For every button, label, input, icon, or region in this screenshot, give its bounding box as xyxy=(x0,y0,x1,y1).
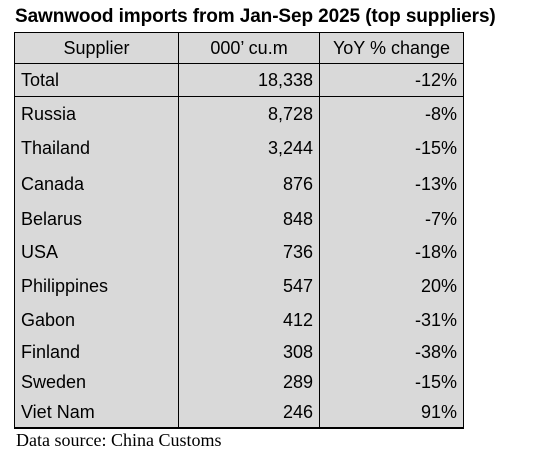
table-row: Finland 308 -38% xyxy=(14,337,464,367)
supplier-rows: Russia 8,728 -8% Thailand 3,244 -15% Canada 876… xyxy=(14,96,464,429)
yoy-change-cell: -38% xyxy=(319,337,464,367)
yoy-change-cell: -8% xyxy=(319,96,464,131)
table-row: Viet Nam 246 91% xyxy=(14,397,464,429)
yoy-change-cell: 20% xyxy=(319,269,464,303)
supplier-cell: Sweden xyxy=(14,367,179,397)
supplier-cell: Finland xyxy=(14,337,179,367)
yoy-change-cell: -18% xyxy=(319,235,464,269)
table-row: Philippines 547 20% xyxy=(14,269,464,303)
table-row: Russia 8,728 -8% xyxy=(14,96,464,131)
volume-cell: 3,244 xyxy=(178,131,320,165)
yoy-change-cell: 91% xyxy=(319,397,464,429)
supplier-cell: Belarus xyxy=(14,203,179,235)
volume-cell: 8,728 xyxy=(178,96,320,131)
supplier-cell: Gabon xyxy=(14,303,179,337)
table-row: Gabon 412 -31% xyxy=(14,303,464,337)
column-header-supplier: Supplier xyxy=(14,32,179,64)
data-source-note: Data source: China Customs xyxy=(16,430,222,450)
total-volume: 18,338 xyxy=(178,63,320,97)
column-header-volume: 000’ cu.m xyxy=(178,32,320,64)
table-row: Thailand 3,244 -15% xyxy=(14,131,464,165)
volume-cell: 246 xyxy=(178,397,320,429)
supplier-cell: Viet Nam xyxy=(14,397,179,429)
yoy-change-cell: -7% xyxy=(319,203,464,235)
supplier-cell: Thailand xyxy=(14,131,179,165)
volume-cell: 547 xyxy=(178,269,320,303)
table-row: Canada 876 -13% xyxy=(14,165,464,203)
supplier-cell: Philippines xyxy=(14,269,179,303)
volume-cell: 412 xyxy=(178,303,320,337)
total-label: Total xyxy=(14,63,179,97)
yoy-change-cell: -15% xyxy=(319,131,464,165)
table-row: USA 736 -18% xyxy=(14,235,464,269)
suppliers-table: Supplier 000’ cu.m YoY % change Total 18… xyxy=(14,32,464,429)
volume-cell: 308 xyxy=(178,337,320,367)
yoy-change-cell: -31% xyxy=(319,303,464,337)
column-header-yoy-change: YoY % change xyxy=(319,32,464,64)
total-change: -12% xyxy=(319,63,464,97)
supplier-cell: Russia xyxy=(14,96,179,131)
table-row: Belarus 848 -7% xyxy=(14,203,464,235)
volume-cell: 736 xyxy=(178,235,320,269)
supplier-cell: Canada xyxy=(14,165,179,203)
volume-cell: 848 xyxy=(178,203,320,235)
yoy-change-cell: -13% xyxy=(319,165,464,203)
volume-cell: 289 xyxy=(178,367,320,397)
header-row: Supplier 000’ cu.m YoY % change xyxy=(14,32,464,64)
chart-title: Sawnwood imports from Jan-Sep 2025 (top … xyxy=(15,6,496,27)
total-row: Total 18,338 -12% xyxy=(14,63,464,97)
volume-cell: 876 xyxy=(178,165,320,203)
supplier-cell: USA xyxy=(14,235,179,269)
table-row: Sweden 289 -15% xyxy=(14,367,464,397)
yoy-change-cell: -15% xyxy=(319,367,464,397)
